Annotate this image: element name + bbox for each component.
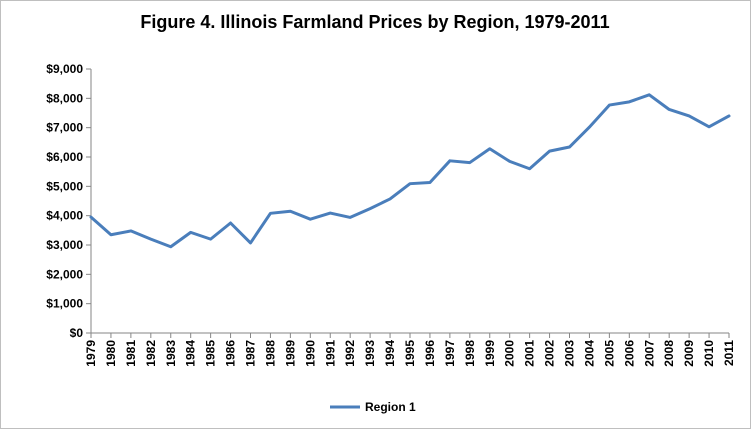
- x-tick-label: 2000: [503, 340, 517, 367]
- y-tick-label: $0: [70, 326, 84, 340]
- y-tick-label: $5,000: [46, 179, 83, 193]
- x-tick-label: 1998: [463, 340, 477, 367]
- x-tick-label: 2002: [543, 340, 557, 367]
- y-tick-label: $1,000: [46, 297, 83, 311]
- x-tick-label: 1996: [423, 340, 437, 367]
- legend: Region 1: [330, 400, 416, 414]
- y-tick-label: $7,000: [46, 121, 83, 135]
- x-tick-label: 1995: [403, 340, 417, 367]
- x-tick-label: 1987: [244, 340, 258, 367]
- series-line: [89, 93, 731, 249]
- y-tick-label: $3,000: [46, 238, 83, 252]
- y-tick-label: $9,000: [46, 62, 83, 76]
- x-tick-labels: 1979 1980 1981 1982 1983 1984 1985 1986 1987 1988…: [84, 340, 736, 367]
- legend-label: Region 1: [365, 400, 416, 414]
- x-tick-label: 2009: [682, 340, 696, 367]
- y-tick-label: $2,000: [46, 267, 83, 281]
- y-tick-label: $4,000: [46, 209, 83, 223]
- x-tick-label: 1982: [144, 340, 158, 367]
- x-tick-label: 1981: [124, 340, 138, 367]
- x-tick-label: 1984: [184, 340, 198, 367]
- x-tick-label: 2011: [722, 340, 736, 366]
- x-tick-label: 1985: [204, 340, 218, 367]
- x-tick-label: 2003: [563, 340, 577, 367]
- x-tick-label: 2007: [642, 340, 656, 367]
- x-tick-label: 2004: [582, 340, 596, 367]
- x-tick-label: 2008: [662, 340, 676, 367]
- x-tick-label: 1999: [483, 340, 497, 367]
- x-tick-label: 2006: [622, 340, 636, 367]
- x-tick-label: 1991: [323, 340, 337, 367]
- x-tick-label: 1997: [443, 340, 457, 367]
- y-tick-labels: $0 $1,000 $2,000 $3,000 $4,000 $5,000 $6,000 $7…: [46, 62, 83, 340]
- x-tick-label: 2005: [602, 340, 616, 367]
- x-tick-label: 1979: [84, 340, 98, 367]
- x-tick-label: 1989: [283, 340, 297, 367]
- x-tick-label: 2010: [702, 340, 716, 367]
- x-tick-label: 1988: [263, 340, 277, 367]
- y-tick-label: $8,000: [46, 91, 83, 105]
- chart-title: Figure 4. Illinois Farmland Prices by Re…: [140, 12, 609, 32]
- x-tick-label: 1994: [383, 340, 397, 367]
- y-tick-label: $6,000: [46, 150, 83, 164]
- axes: [86, 68, 730, 338]
- series-layer: [89, 93, 731, 249]
- x-tick-label: 1990: [303, 340, 317, 367]
- x-tick-label: 1992: [343, 340, 357, 367]
- x-tick-label: 1983: [164, 340, 178, 367]
- x-tick-label: 1986: [224, 340, 238, 367]
- x-tick-label: 1993: [363, 340, 377, 367]
- x-tick-label: 2001: [523, 340, 537, 367]
- x-tick-label: 1980: [104, 340, 118, 367]
